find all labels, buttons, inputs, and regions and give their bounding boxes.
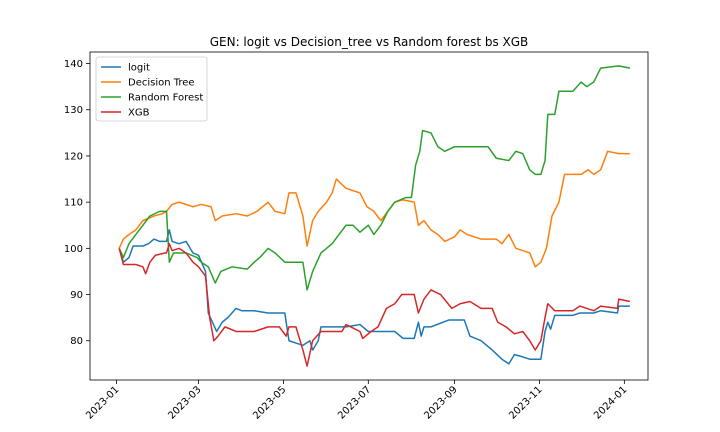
series-line-1 xyxy=(118,150,630,268)
legend-label-3: XGB xyxy=(128,108,150,119)
x-tick-label: 2023-09 xyxy=(422,384,459,421)
legend-label-0: logit xyxy=(128,63,150,74)
y-tick-label: 90 xyxy=(70,290,83,301)
y-tick-label: 110 xyxy=(64,198,83,209)
y-tick-label: 80 xyxy=(70,336,83,347)
y-tick-label: 130 xyxy=(64,105,83,116)
legend-box xyxy=(95,56,208,122)
legend-label-2: Random Forest xyxy=(128,93,203,104)
series-line-3 xyxy=(118,242,631,367)
series-line-0 xyxy=(118,229,630,365)
y-tick-label: 140 xyxy=(64,59,83,70)
x-tick-label: 2023-11 xyxy=(507,384,544,421)
legend-label-1: Decision Tree xyxy=(128,78,195,89)
chart-title: GEN: logit vs Decision_tree vs Random fo… xyxy=(210,35,529,49)
series-line-2 xyxy=(118,65,631,291)
y-tick-label: 100 xyxy=(64,244,83,255)
x-tick-label: 2023-03 xyxy=(166,384,203,421)
plot-frame xyxy=(89,51,649,381)
x-tick-label: 2023-05 xyxy=(251,384,288,421)
legend: logit Decision Tree Random Forest XGB xyxy=(95,56,208,122)
x-tick-label: 2023-01 xyxy=(84,384,121,421)
x-tick-label: 2024-01 xyxy=(592,384,629,421)
y-tick-label: 120 xyxy=(64,151,83,162)
x-tick-label: 2023-07 xyxy=(336,384,373,421)
